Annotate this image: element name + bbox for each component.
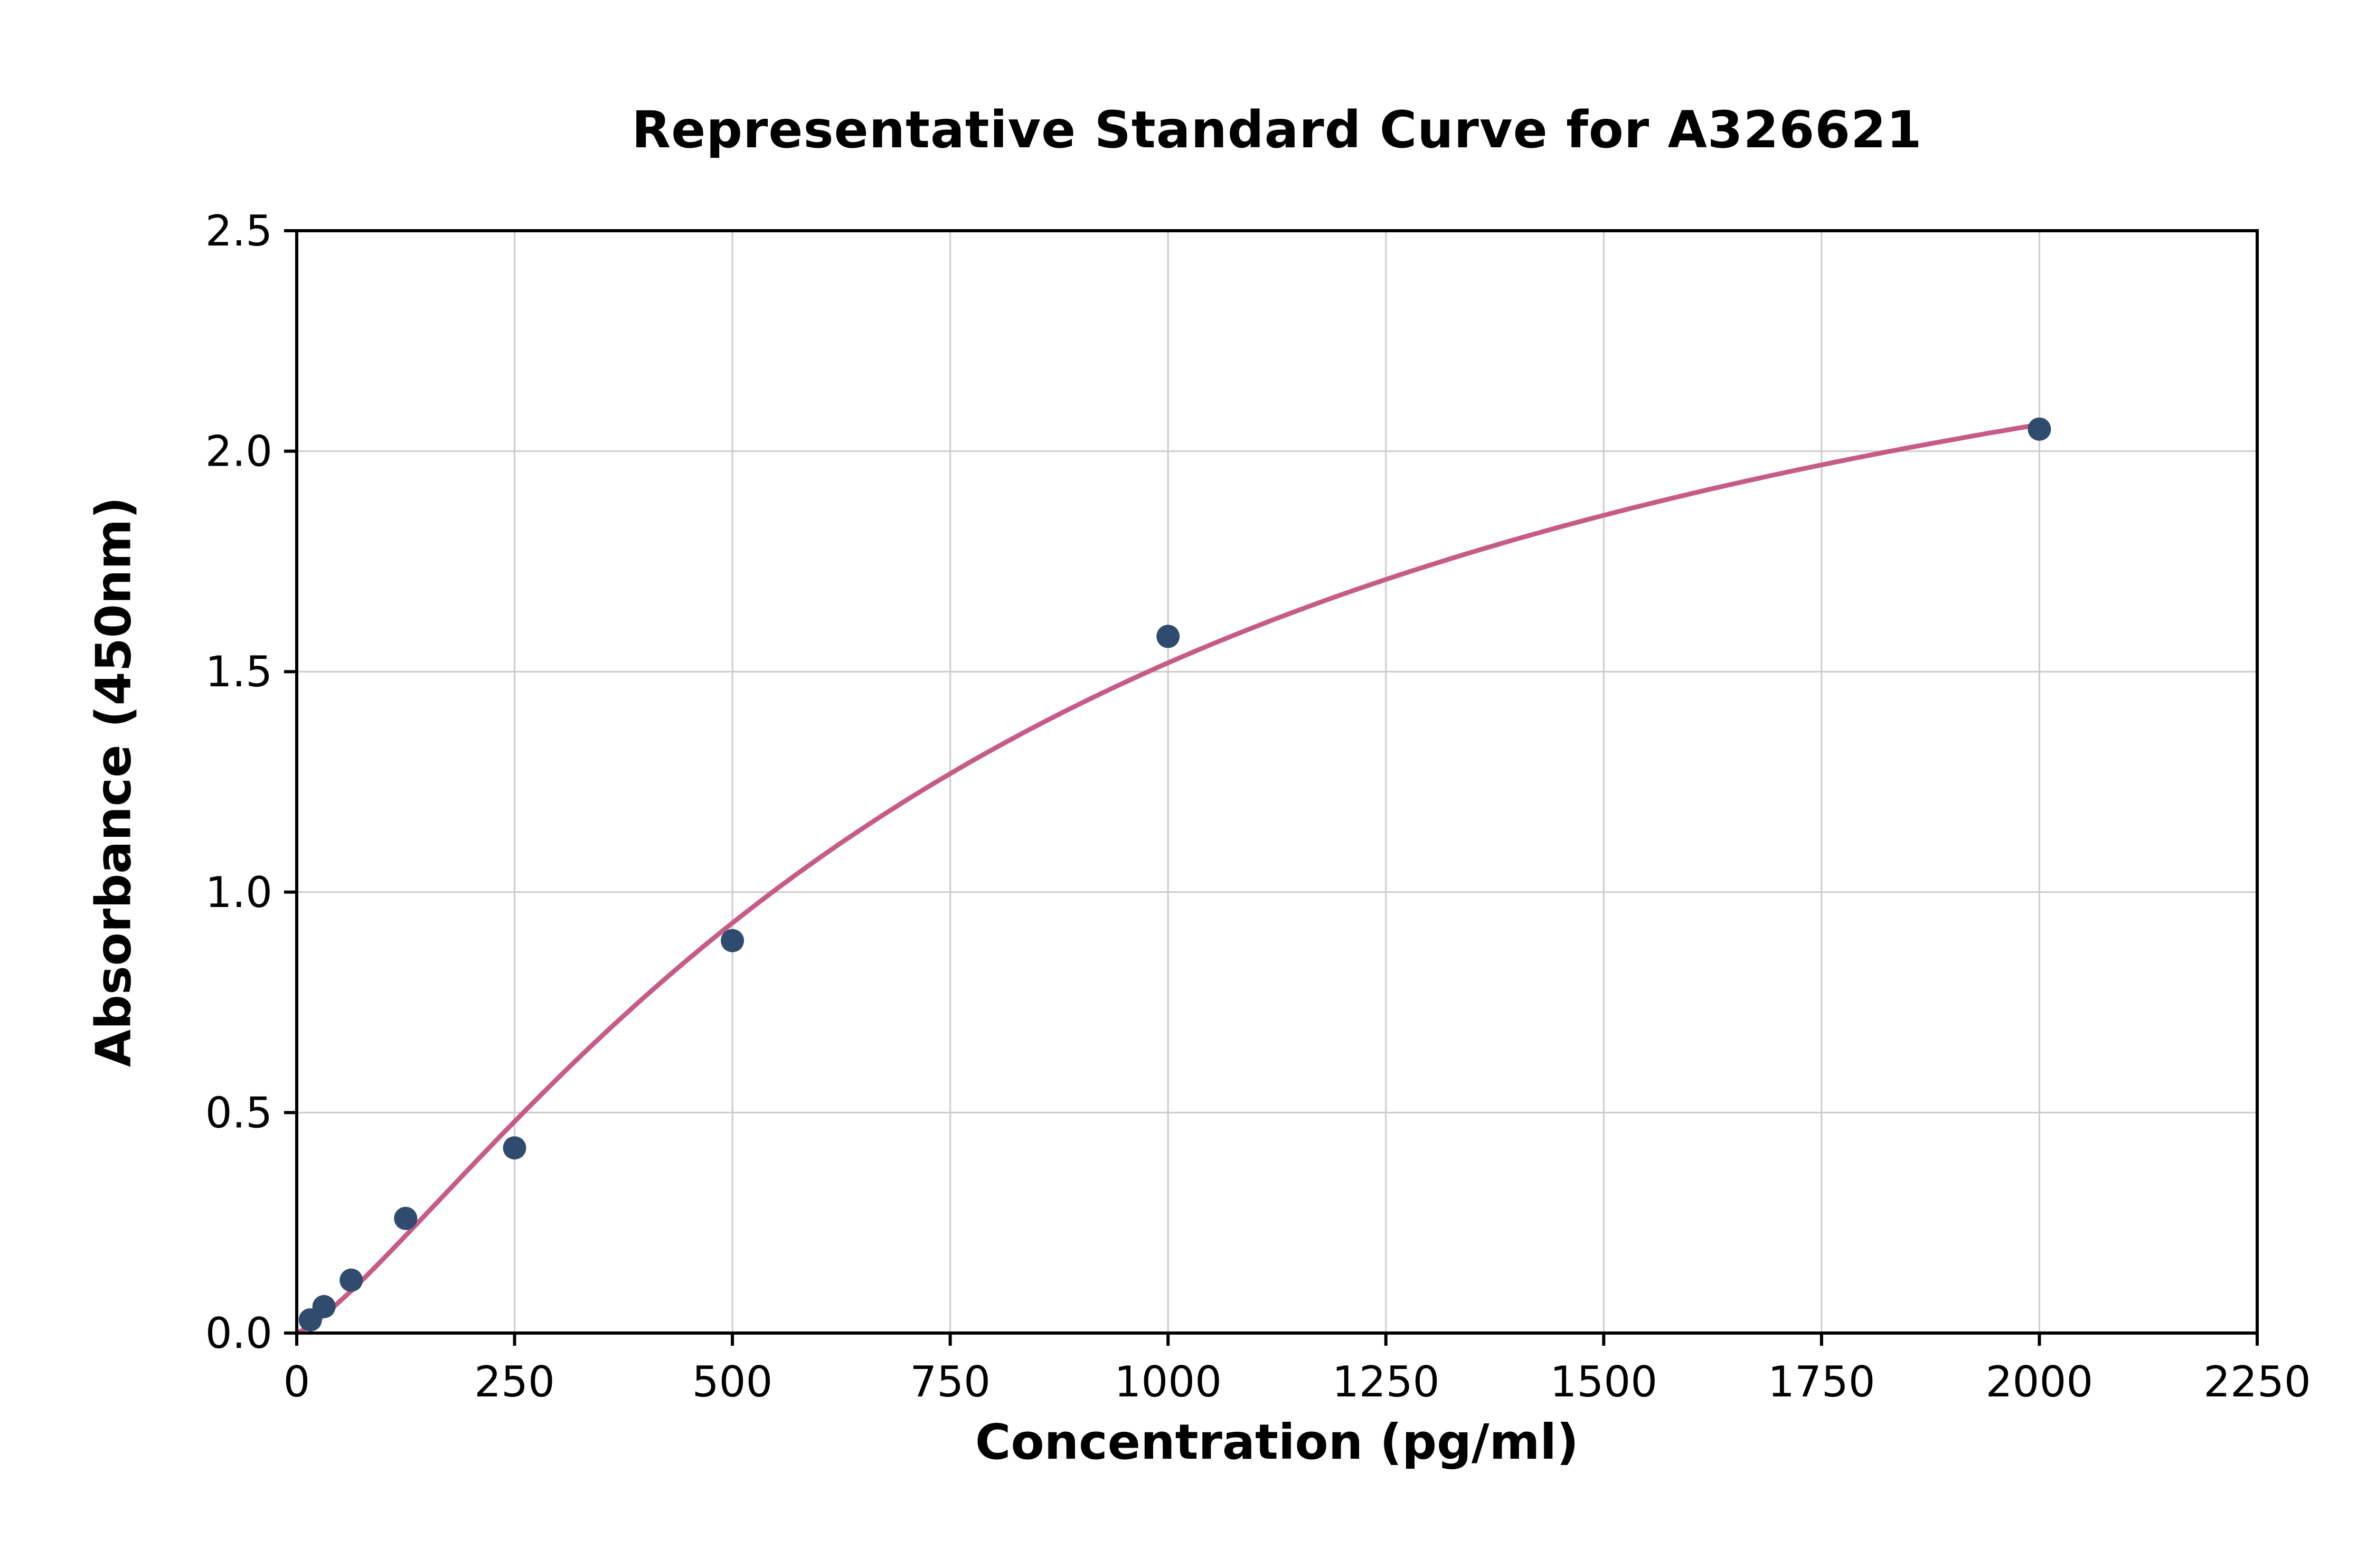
fit-curve (294, 421, 2047, 1336)
y-tick-label: 2.0 (205, 427, 272, 476)
y-tick-label: 1.0 (205, 868, 272, 917)
x-tick-label: 0 (284, 1357, 310, 1406)
y-axis-label: Absorbance (450nm) (85, 496, 142, 1068)
y-tick-label: 0.0 (205, 1309, 272, 1358)
data-point (721, 929, 744, 952)
y-tick-label: 2.5 (205, 206, 272, 256)
x-tick-label: 250 (474, 1357, 555, 1406)
x-tick-label: 1000 (1114, 1357, 1222, 1406)
x-tick-label: 750 (910, 1357, 991, 1406)
data-point (2028, 417, 2051, 441)
x-tick-label: 500 (692, 1357, 773, 1406)
data-point (340, 1268, 363, 1292)
x-axis-label: Concentration (pg/ml) (975, 1414, 1579, 1470)
y-tick-label: 1.5 (205, 647, 272, 696)
x-tick-label: 1500 (1550, 1357, 1658, 1406)
plot-border (295, 229, 2259, 1335)
data-point (503, 1136, 526, 1160)
data-point (312, 1295, 336, 1318)
x-tick-label: 1250 (1332, 1357, 1440, 1406)
x-tick-label: 2000 (1986, 1357, 2094, 1406)
chart-title: Representative Standard Curve for A32662… (631, 100, 1922, 159)
x-tick-label: 2250 (2203, 1357, 2311, 1406)
data-point (394, 1206, 418, 1230)
x-tick-label: 1750 (1768, 1357, 1875, 1406)
data-point (1156, 625, 1180, 648)
y-tick-label: 0.5 (205, 1088, 272, 1137)
